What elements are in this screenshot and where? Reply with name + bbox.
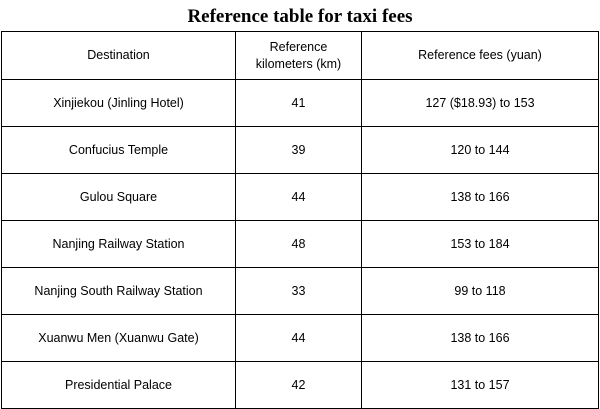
- table-row: Presidential Palace 42 131 to 157: [1, 361, 599, 409]
- cell-km: 41: [235, 79, 362, 127]
- cell-destination: Gulou Square: [1, 173, 236, 221]
- cell-fees: 127 ($18.93) to 153: [361, 79, 599, 127]
- cell-km: 39: [235, 126, 362, 174]
- cell-km: 48: [235, 220, 362, 268]
- table-header-row: Destination Reference kilometers (km) Re…: [1, 31, 599, 80]
- cell-destination: Presidential Palace: [1, 361, 236, 409]
- cell-destination: Xuanwu Men (Xuanwu Gate): [1, 314, 236, 362]
- cell-km: 42: [235, 361, 362, 409]
- cell-destination: Nanjing Railway Station: [1, 220, 236, 268]
- header-km-line1: Reference: [269, 39, 328, 54]
- cell-destination: Xinjiekou (Jinling Hotel): [1, 79, 236, 127]
- cell-fees: 131 to 157: [361, 361, 599, 409]
- cell-destination: Confucius Temple: [1, 126, 236, 174]
- cell-fees: 138 to 166: [361, 314, 599, 362]
- table-row: Gulou Square 44 138 to 166: [1, 173, 599, 221]
- table-row: Nanjing South Railway Station 33 99 to 1…: [1, 267, 599, 315]
- taxi-fees-table: Destination Reference kilometers (km) Re…: [1, 31, 599, 409]
- table-row: Confucius Temple 39 120 to 144: [1, 126, 599, 174]
- cell-fees: 120 to 144: [361, 126, 599, 174]
- header-destination: Destination: [1, 31, 236, 80]
- table-row: Xuanwu Men (Xuanwu Gate) 44 138 to 166: [1, 314, 599, 362]
- page-title: Reference table for taxi fees: [187, 6, 413, 27]
- header-reference-kilometers: Reference kilometers (km): [235, 31, 362, 80]
- header-reference-fees: Reference fees (yuan): [361, 31, 599, 80]
- cell-fees: 153 to 184: [361, 220, 599, 268]
- cell-fees: 99 to 118: [361, 267, 599, 315]
- cell-km: 44: [235, 173, 362, 221]
- cell-km: 44: [235, 314, 362, 362]
- cell-km: 33: [235, 267, 362, 315]
- table-row: Nanjing Railway Station 48 153 to 184: [1, 220, 599, 268]
- cell-fees: 138 to 166: [361, 173, 599, 221]
- cell-destination: Nanjing South Railway Station: [1, 267, 236, 315]
- table-row: Xinjiekou (Jinling Hotel) 41 127 ($18.93…: [1, 79, 599, 127]
- header-km-line2: kilometers (km): [255, 56, 342, 71]
